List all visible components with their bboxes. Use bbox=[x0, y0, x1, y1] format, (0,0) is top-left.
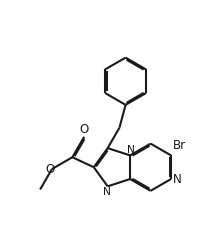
Text: O: O bbox=[46, 163, 55, 176]
Text: N: N bbox=[173, 172, 182, 185]
Text: O: O bbox=[80, 123, 89, 136]
Text: N: N bbox=[127, 145, 135, 155]
Text: Br: Br bbox=[173, 139, 186, 152]
Text: N: N bbox=[103, 187, 111, 197]
